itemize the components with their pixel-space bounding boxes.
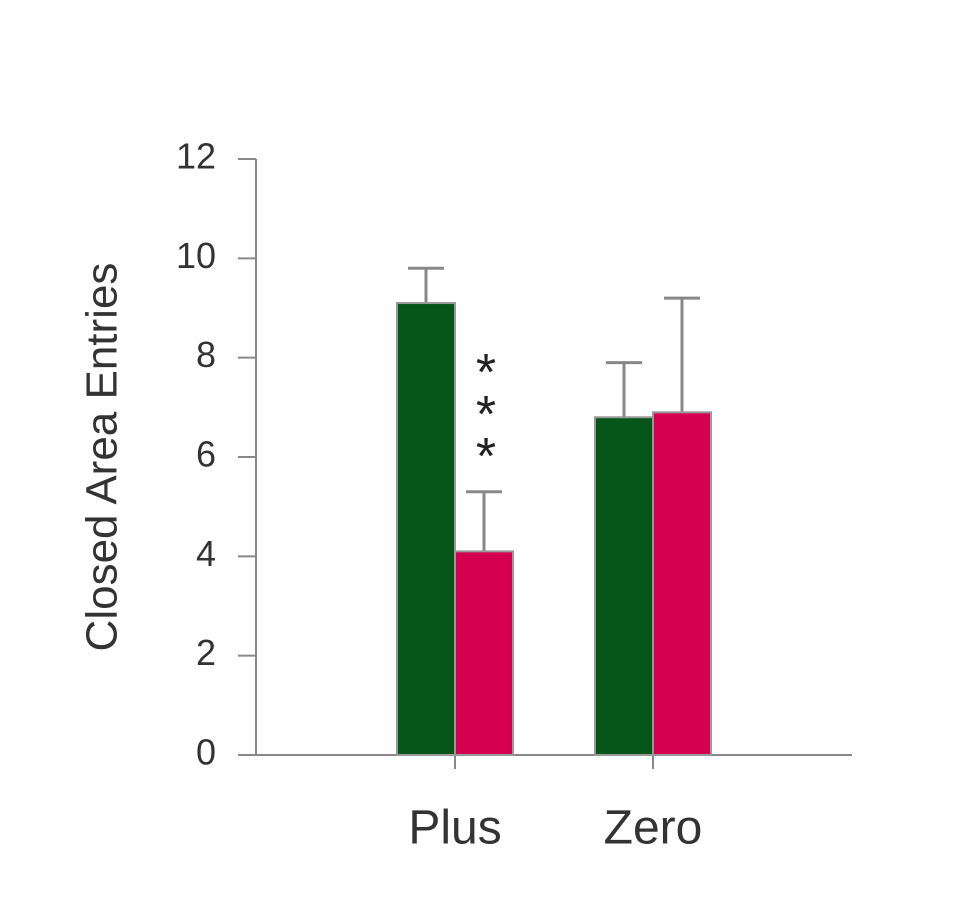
bar [652, 411, 712, 756]
bar [396, 302, 456, 756]
bar [594, 416, 654, 756]
y-tick-label: 6 [196, 434, 216, 475]
y-axis-title: Closed Area Entries [78, 263, 127, 652]
y-tick-label: 10 [176, 235, 216, 276]
significance-annotation: *** [475, 344, 497, 486]
y-tick-label: 8 [196, 334, 216, 375]
x-tick-label: Plus [408, 802, 501, 855]
x-tick-label: Zero [604, 802, 703, 855]
bar [454, 550, 514, 756]
y-tick-label: 12 [176, 136, 216, 177]
y-tick-label: 2 [196, 632, 216, 673]
y-tick-label: 4 [196, 533, 216, 574]
y-tick-label: 0 [196, 732, 216, 773]
